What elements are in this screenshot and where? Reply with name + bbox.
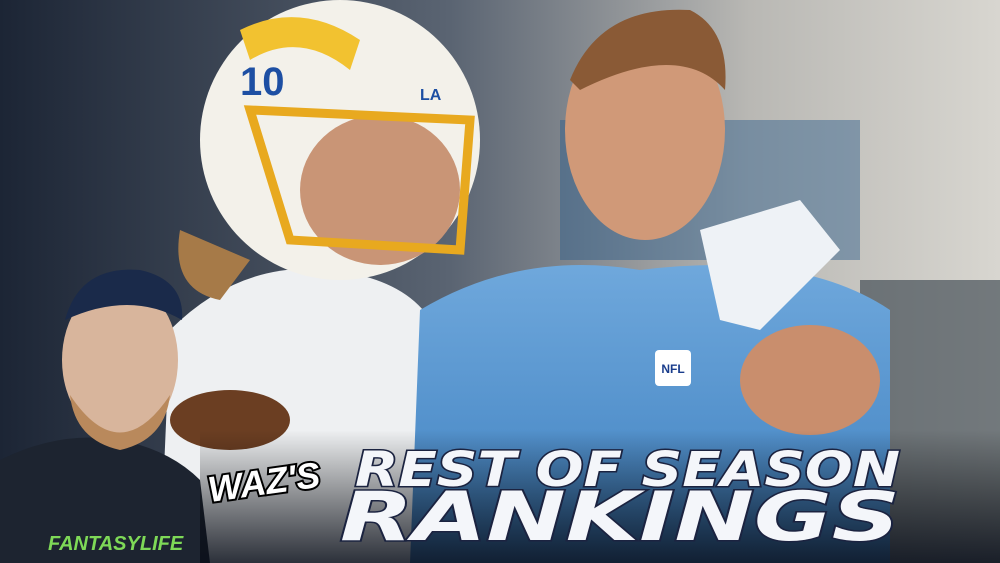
helmet-number: 10: [240, 60, 285, 104]
title-shade: [200, 430, 1000, 563]
helmet-bolt: [240, 17, 360, 70]
face: [300, 115, 460, 265]
headline-2: RANKINGS: [340, 478, 900, 557]
facemask: [243, 105, 475, 255]
shirt-logo: FANTASYLIFE: [48, 533, 184, 555]
host-beard: [70, 395, 170, 450]
hand: [740, 325, 880, 435]
hair: [570, 9, 726, 90]
headline-1: REST OF SEASON: [355, 442, 900, 498]
jersey-logo: NFL: [661, 362, 684, 376]
helmet-logo: LA: [420, 87, 442, 104]
host-face: [62, 282, 178, 438]
nfl-shield: [655, 350, 691, 386]
towel: [700, 200, 840, 330]
host-cap: [65, 269, 183, 320]
host-shirt: [0, 437, 210, 563]
hair: [178, 230, 250, 300]
